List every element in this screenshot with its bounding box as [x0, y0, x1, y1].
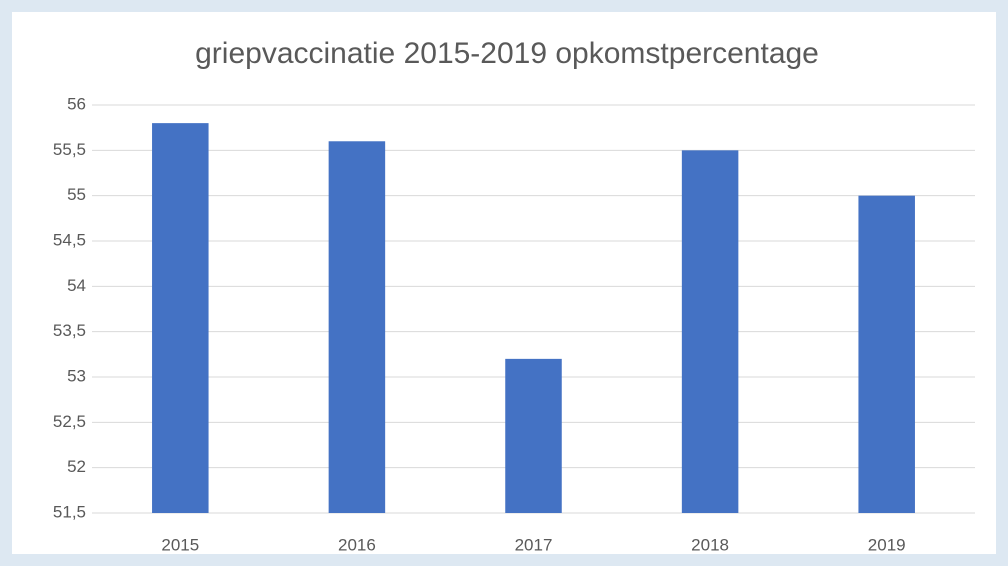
x-tick-label: 2018 [691, 535, 729, 554]
y-tick-label: 51,5 [53, 502, 86, 521]
x-tick-label: 2016 [338, 535, 376, 554]
bar [328, 141, 386, 513]
y-tick-label: 55 [67, 185, 86, 204]
y-tick-label: 52 [67, 457, 86, 476]
y-tick-label: 56 [67, 94, 86, 113]
bar [505, 358, 562, 513]
chart-title: griepvaccinatie 2015-2019 opkomstpercent… [195, 37, 819, 70]
x-tick-label: 2019 [868, 535, 906, 554]
y-tick-label: 55,5 [53, 140, 86, 159]
y-tick-label: 54 [67, 276, 86, 295]
x-tick-label: 2017 [515, 535, 553, 554]
y-tick-label: 52,5 [53, 412, 86, 431]
y-tick-label: 53,5 [53, 321, 86, 340]
y-tick-label: 53 [67, 366, 86, 385]
bar [858, 195, 915, 513]
x-tick-label: 2015 [161, 535, 199, 554]
bar [152, 123, 209, 513]
bar [681, 150, 739, 514]
y-tick-label: 54,5 [53, 230, 86, 249]
